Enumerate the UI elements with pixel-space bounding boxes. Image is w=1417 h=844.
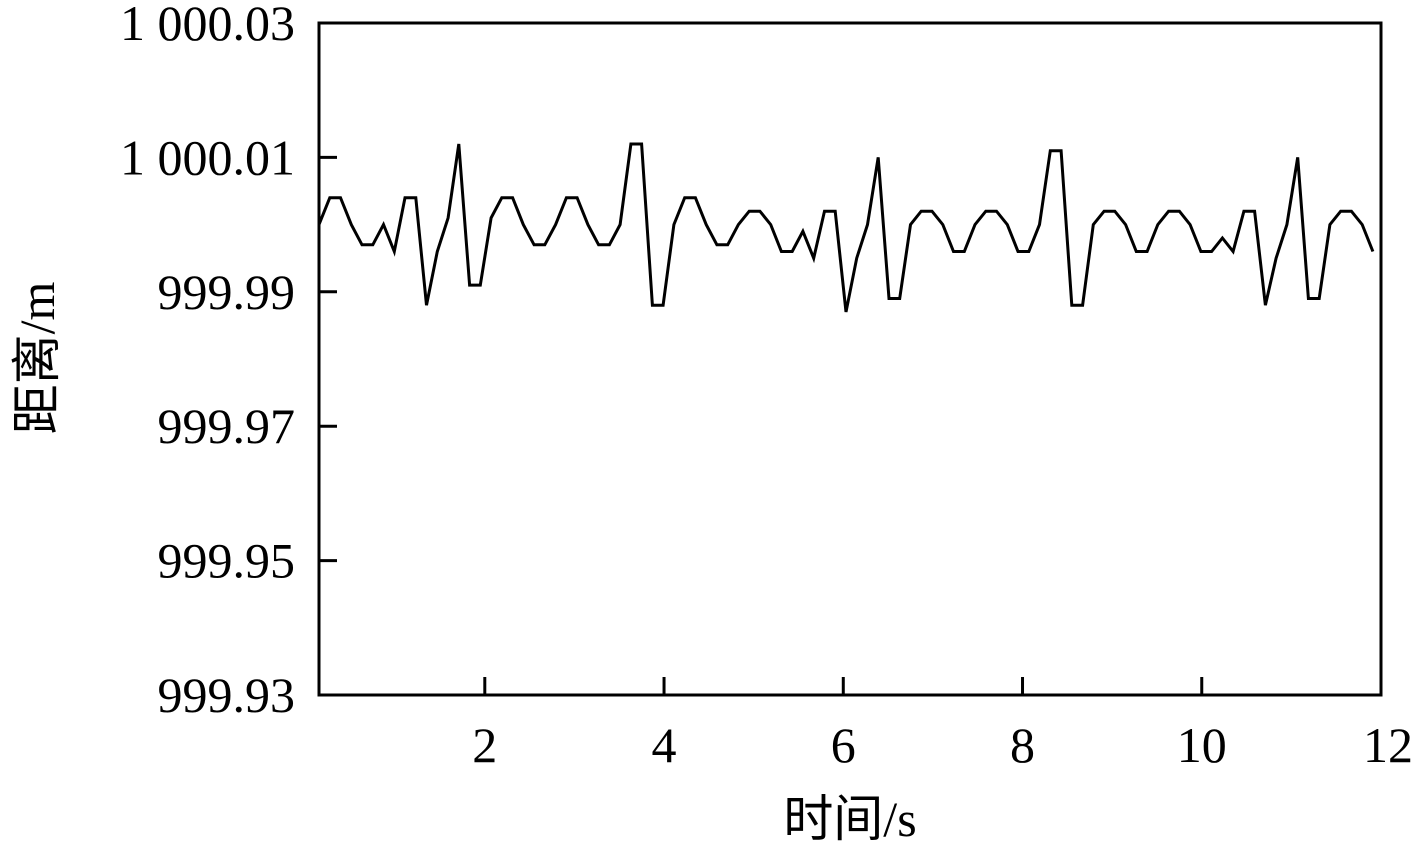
y-axis-label: 距离/m bbox=[9, 282, 65, 435]
distance-series-line bbox=[317, 142, 1375, 313]
y-tick-label: 999.97 bbox=[158, 398, 296, 454]
y-tick-label: 999.93 bbox=[158, 667, 296, 723]
x-tick-label: 8 bbox=[1010, 717, 1035, 773]
y-tick-label: 999.95 bbox=[158, 533, 296, 589]
y-tick-label: 1 000.03 bbox=[120, 0, 295, 51]
y-axis-ticks: 999.93 999.95 999.97 999.99 1 000.01 1 000.03 bbox=[120, 0, 337, 723]
y-tick-label: 999.99 bbox=[158, 264, 296, 320]
x-tick-label: 2 bbox=[472, 717, 497, 773]
x-tick-label: 6 bbox=[831, 717, 856, 773]
x-tick-label: 4 bbox=[652, 717, 677, 773]
x-tick-label: 10 bbox=[1177, 717, 1227, 773]
x-axis-label: 时间/s bbox=[783, 791, 916, 844]
y-tick-label: 1 000.01 bbox=[120, 129, 295, 185]
x-tick-label: 12 bbox=[1363, 717, 1413, 773]
plot-frame bbox=[317, 21, 1383, 697]
x-axis-ticks: 2 4 6 8 10 12 bbox=[472, 677, 1413, 773]
